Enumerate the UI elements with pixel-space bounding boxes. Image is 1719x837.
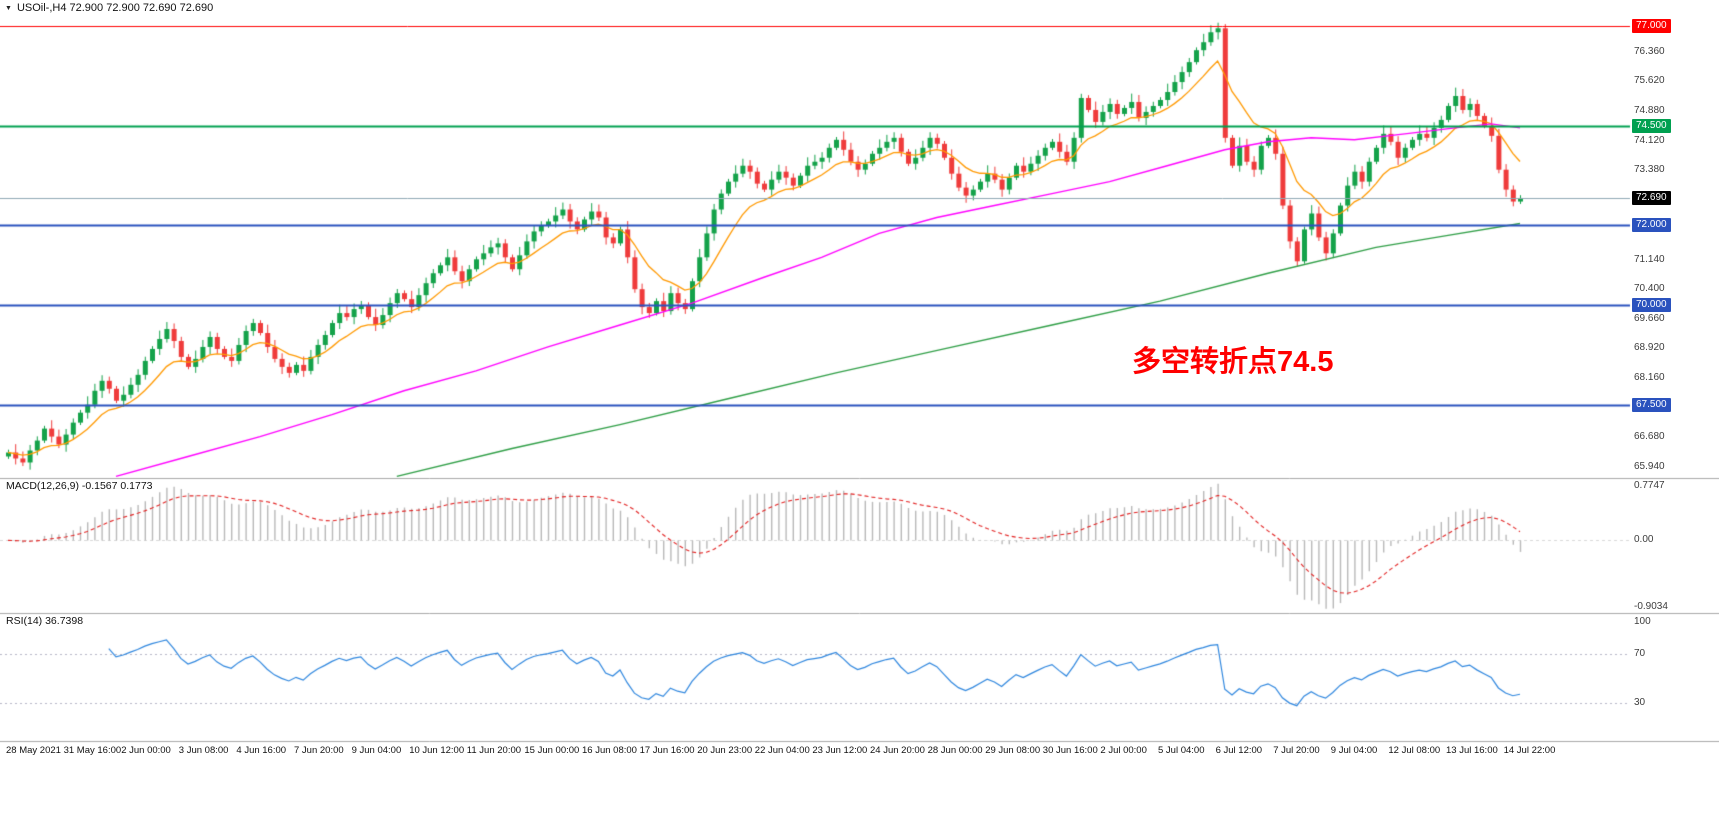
price-scale[interactable] [1630,0,1719,741]
time-axis[interactable] [0,741,1719,765]
chart-plot-canvas[interactable] [0,0,1719,765]
